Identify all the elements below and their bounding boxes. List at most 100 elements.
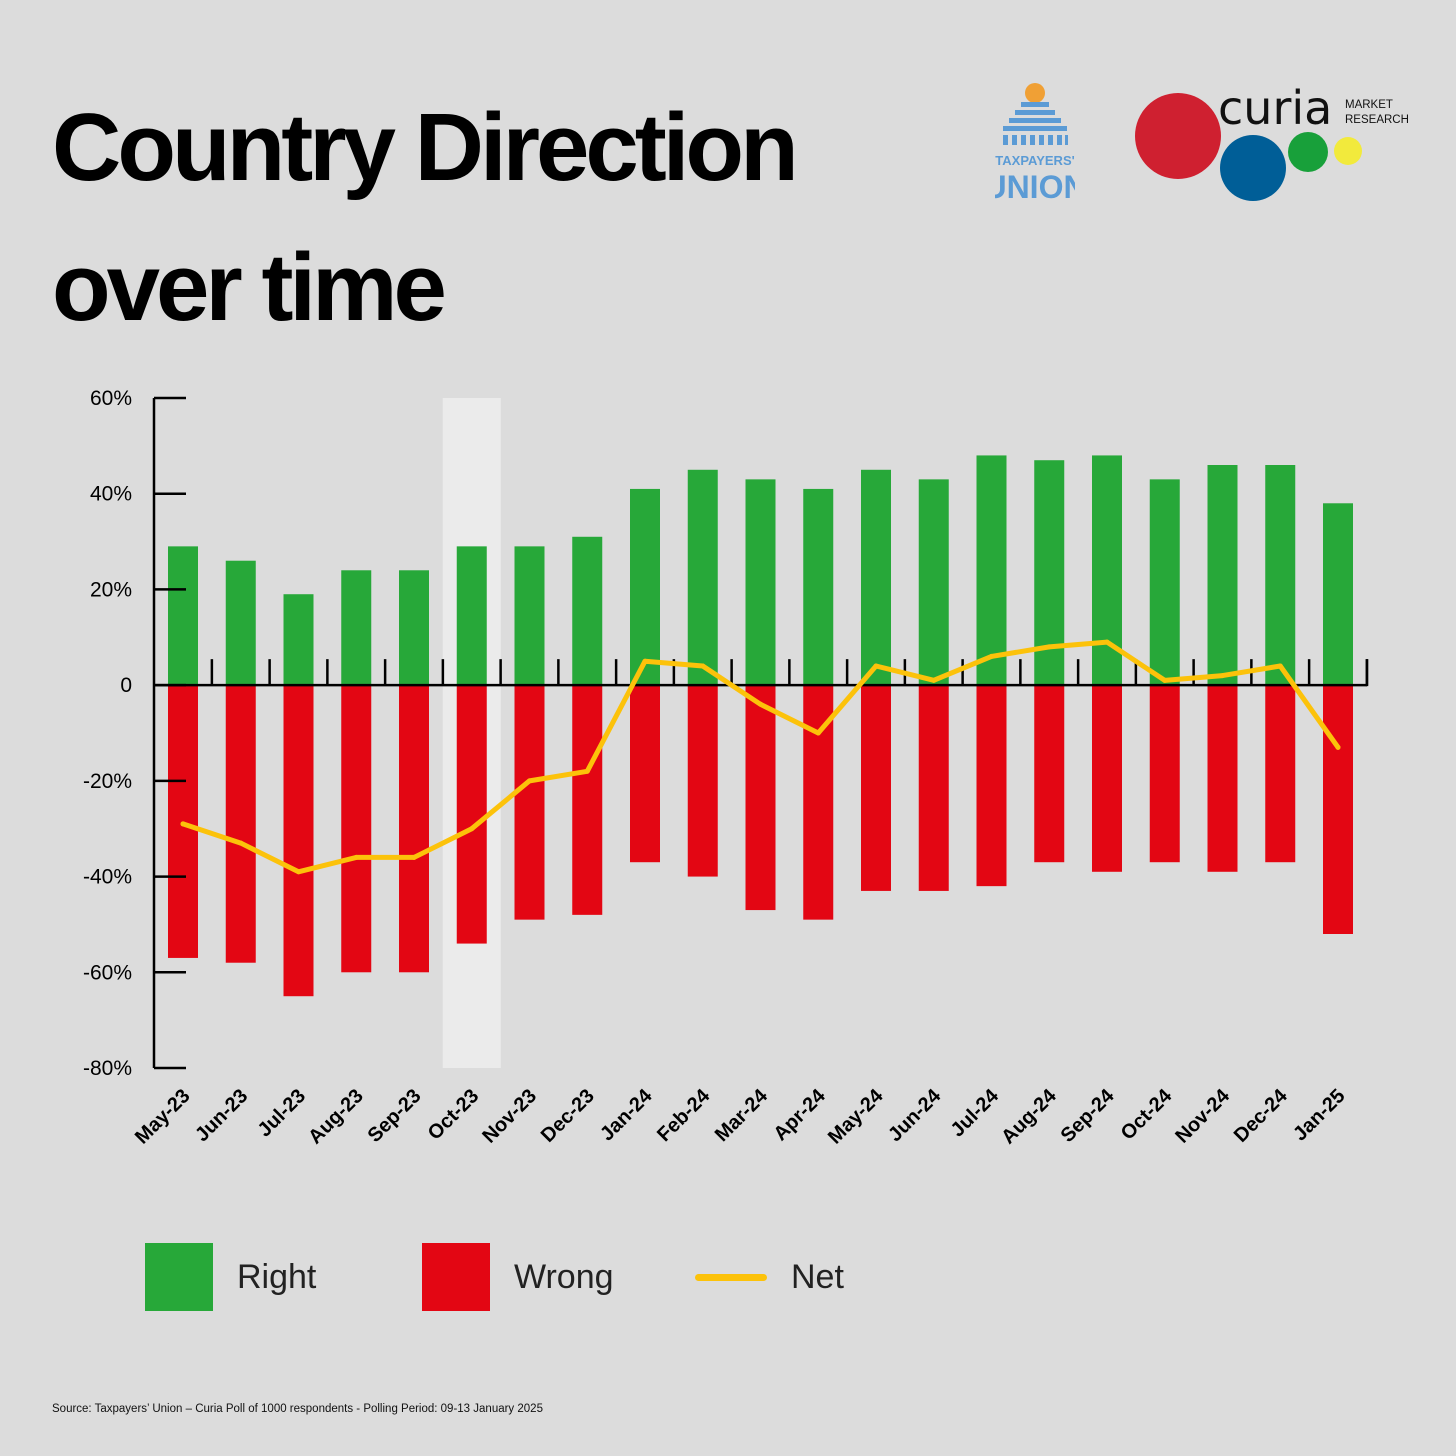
legend-swatch-net [695, 1273, 767, 1281]
y-tick-label: 0 [120, 674, 132, 697]
legend-item-net: Net [695, 1242, 844, 1312]
x-tick-label: Sep-24 [1057, 1084, 1120, 1147]
legend-item-wrong: Wrong [422, 1242, 614, 1312]
y-tick-label: 20% [90, 578, 132, 601]
bar-wrong-dec-23 [572, 685, 603, 915]
bar-wrong-aug-23 [341, 685, 372, 973]
net-point-nov-24 [1220, 673, 1225, 679]
curia-blue-dot [1220, 135, 1286, 201]
bar-right-may-23 [168, 546, 198, 686]
chart-title-line-1: Country Direction [52, 94, 799, 201]
net-point-oct-24 [1162, 677, 1168, 683]
x-tick-label: Feb-24 [653, 1084, 715, 1146]
bar-wrong-jul-23 [283, 685, 314, 997]
net-point-dec-23 [584, 768, 590, 774]
x-tick-label: Jun-23 [191, 1085, 252, 1146]
legend-item-right: Right [145, 1242, 316, 1312]
bar-right-aug-24 [1034, 460, 1065, 686]
curia-market-text: MARKET [1345, 99, 1393, 111]
net-point-nov-23 [527, 778, 532, 784]
curia-yellow-dot [1334, 137, 1362, 165]
x-tick-label: Jul-23 [254, 1085, 310, 1141]
net-point-jul-24 [989, 653, 994, 659]
net-point-may-23 [180, 821, 186, 827]
net-point-jul-23 [296, 869, 301, 875]
legend-swatch-wrong [422, 1243, 490, 1311]
net-point-aug-23 [353, 854, 359, 860]
bar-wrong-sep-23 [399, 685, 429, 973]
bar-right-apr-24 [803, 488, 834, 686]
bar-wrong-jul-24 [976, 685, 1007, 887]
curia-red-dot [1135, 93, 1221, 179]
x-tick-label: Oct-23 [424, 1085, 484, 1145]
taxpayers-union-logo: TAXPAYERS' UNION [995, 83, 1075, 205]
bar-wrong-nov-24 [1207, 685, 1238, 872]
legend-label-right: Right [237, 1257, 317, 1296]
net-point-sep-24 [1104, 639, 1110, 645]
bar-wrong-jan-25 [1323, 685, 1353, 934]
bar-right-aug-23 [341, 570, 372, 686]
x-tick-label: Jan-24 [596, 1084, 657, 1145]
y-tick-label: -20% [83, 770, 132, 793]
net-point-mar-24 [758, 701, 763, 707]
y-tick-label: -80% [83, 1057, 132, 1080]
bar-right-nov-23 [514, 546, 545, 686]
bar-right-jan-24 [630, 488, 660, 686]
bar-right-jan-25 [1323, 503, 1353, 686]
bar-wrong-jun-24 [918, 685, 949, 891]
bar-wrong-oct-23 [456, 685, 487, 944]
legend: Right Wrong Net [145, 1242, 1045, 1312]
net-point-oct-23 [469, 826, 475, 832]
source-note: Source: Taxpayers’ Union – Curia Poll of… [52, 1403, 543, 1415]
net-point-aug-24 [1046, 644, 1052, 650]
bar-wrong-sep-24 [1092, 685, 1122, 872]
x-tick-label: Jan-25 [1289, 1085, 1349, 1145]
bar-wrong-dec-24 [1265, 685, 1296, 863]
net-point-jan-24 [642, 658, 648, 664]
bar-right-jul-24 [976, 455, 1007, 686]
x-tick-label: Oct-24 [1117, 1084, 1177, 1144]
logo-dome-icon [1025, 83, 1045, 103]
legend-label-wrong: Wrong [514, 1257, 614, 1296]
bar-wrong-jun-23 [225, 685, 256, 963]
bar-right-sep-23 [399, 570, 429, 686]
x-tick-label: Aug-24 [997, 1084, 1061, 1148]
net-point-jun-24 [931, 677, 937, 683]
x-tick-label: Jun-24 [884, 1084, 946, 1146]
bar-wrong-feb-24 [687, 685, 718, 877]
bar-right-jul-23 [283, 594, 314, 686]
chart-title-line-2: over time [52, 234, 447, 341]
bar-right-jun-24 [918, 479, 949, 686]
bar-right-oct-24 [1149, 479, 1180, 686]
curia-green-dot [1288, 132, 1328, 172]
bar-wrong-jan-24 [630, 685, 660, 863]
net-point-feb-24 [700, 663, 706, 669]
x-tick-label: Jul-24 [947, 1084, 1004, 1141]
bar-wrong-mar-24 [745, 685, 776, 911]
y-tick-label: 40% [90, 483, 132, 506]
x-tick-label: Nov-23 [478, 1085, 541, 1148]
bar-right-feb-24 [687, 469, 718, 686]
x-tick-label: Dec-23 [537, 1085, 599, 1147]
curia-name-text: curia [1218, 86, 1332, 135]
net-point-jan-25 [1335, 744, 1341, 750]
x-tick-label: Aug-23 [304, 1085, 367, 1148]
bar-right-mar-24 [745, 479, 776, 686]
x-tick-label: May-24 [824, 1084, 888, 1148]
bar-right-jun-23 [225, 560, 256, 686]
bar-wrong-nov-23 [514, 685, 545, 920]
curia-logo: curia MARKET RESEARCH [1135, 86, 1409, 201]
bar-wrong-aug-24 [1034, 685, 1065, 863]
x-tick-label: Mar-24 [711, 1084, 773, 1146]
y-tick-label: -60% [83, 961, 132, 984]
net-point-dec-24 [1277, 663, 1283, 669]
net-point-jun-23 [238, 840, 244, 846]
bar-right-dec-23 [572, 536, 603, 686]
x-tick-label: Dec-24 [1230, 1084, 1293, 1147]
bar-right-dec-24 [1265, 465, 1296, 686]
net-point-apr-24 [815, 730, 821, 736]
logo-union-text: UNION [995, 169, 1075, 205]
x-tick-label: Nov-24 [1171, 1084, 1234, 1147]
bar-wrong-may-24 [861, 685, 891, 891]
